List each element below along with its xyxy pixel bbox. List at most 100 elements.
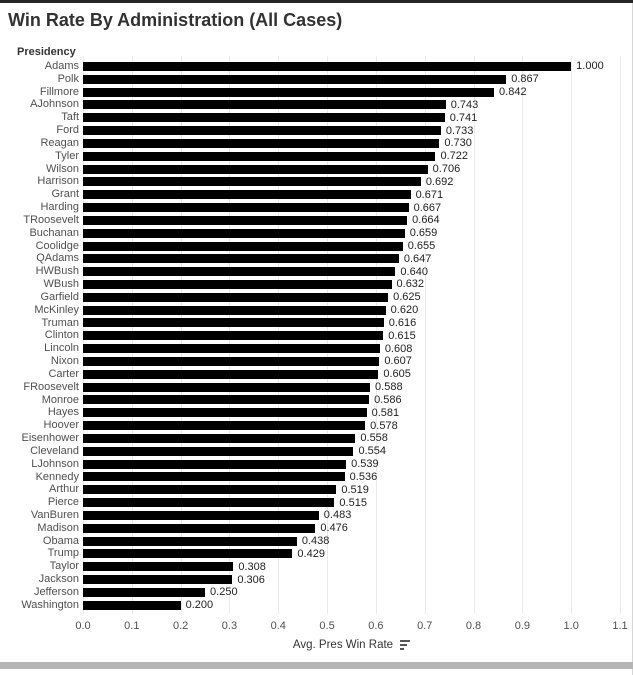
category-label: Tyler <box>55 149 79 162</box>
category-label: Truman <box>41 316 80 329</box>
category-label: Obama <box>42 534 79 547</box>
bar[interactable] <box>83 151 436 161</box>
bar[interactable] <box>83 472 345 482</box>
bar[interactable] <box>83 485 337 495</box>
value-label: 0.483 <box>323 509 352 522</box>
bar[interactable] <box>83 459 347 469</box>
bar[interactable] <box>83 138 440 148</box>
bar[interactable] <box>83 549 293 559</box>
bar-cell: 0.667 <box>83 201 620 214</box>
bar[interactable] <box>83 433 356 443</box>
bar[interactable] <box>83 126 441 136</box>
bar-row: Wilson 0.706 <box>0 163 620 176</box>
category-label: Kennedy <box>35 470 79 483</box>
category-label: Hoover <box>43 419 79 432</box>
bar[interactable] <box>83 344 380 354</box>
bar[interactable] <box>83 356 380 366</box>
bar-cell: 0.647 <box>83 252 620 265</box>
category-label: Clinton <box>44 329 79 342</box>
bar-row: Cleveland 0.554 <box>0 445 620 458</box>
bar-cell: 0.625 <box>83 291 620 304</box>
bar[interactable] <box>83 331 384 341</box>
sort-descending-icon[interactable] <box>400 639 411 651</box>
bar[interactable] <box>83 292 389 302</box>
gridline <box>424 56 426 614</box>
bar[interactable] <box>83 164 428 174</box>
bar[interactable] <box>83 241 403 251</box>
bar-row: Coolidge 0.655 <box>0 240 620 253</box>
bar[interactable] <box>83 600 181 610</box>
value-label: 0.867 <box>511 73 539 86</box>
bar[interactable] <box>83 87 495 97</box>
bar[interactable] <box>83 228 405 238</box>
value-label: 0.250 <box>210 586 238 599</box>
bar-rows: Adams 1.000 Polk 0.867 Fillmore 0.842 AJohnson… <box>0 60 620 612</box>
bar[interactable] <box>83 113 445 123</box>
bar-row: TRoosevelt 0.664 <box>0 214 620 227</box>
bar-cell: 0.733 <box>83 124 620 137</box>
bar[interactable] <box>83 254 399 264</box>
bar[interactable] <box>83 203 409 213</box>
bar[interactable] <box>83 318 384 328</box>
bar-row: AJohnson 0.743 <box>0 98 620 111</box>
bar[interactable] <box>83 523 316 533</box>
bar[interactable] <box>83 587 206 597</box>
bar[interactable] <box>83 74 507 84</box>
bar-row: Hayes 0.581 <box>0 406 620 419</box>
bar[interactable] <box>83 305 386 315</box>
x-tick-label: 0.5 <box>319 619 335 632</box>
bar[interactable] <box>83 421 366 431</box>
x-tick-label: 0.4 <box>270 619 286 632</box>
bar-cell: 0.554 <box>83 445 620 458</box>
bar[interactable] <box>83 215 408 225</box>
category-label: FRoosevelt <box>23 380 79 393</box>
bar-row: FRoosevelt 0.588 <box>0 381 620 394</box>
value-label: 0.306 <box>237 573 265 586</box>
bar-chart: Adams 1.000 Polk 0.867 Fillmore 0.842 AJohnson… <box>0 56 628 651</box>
value-label: 0.308 <box>238 560 266 573</box>
x-axis-title-label: Avg. Pres Win Rate <box>292 638 394 651</box>
x-tick-label: 0.0 <box>75 619 91 632</box>
bar-cell: 0.655 <box>83 240 620 253</box>
x-tick-label: 0.3 <box>221 619 238 632</box>
bar[interactable] <box>83 575 233 585</box>
bar-row: Fillmore 0.842 <box>0 86 620 99</box>
bar-row: WBush 0.632 <box>0 278 620 291</box>
bar[interactable] <box>83 562 234 572</box>
bar-row: Truman 0.616 <box>0 317 620 330</box>
bar-cell: 0.476 <box>83 522 620 535</box>
bar-row: Kennedy 0.536 <box>0 471 620 484</box>
category-label: Monroe <box>41 393 79 406</box>
x-tick-label: 0.9 <box>514 619 531 632</box>
bar-row: Jackson 0.306 <box>0 573 620 586</box>
bar[interactable] <box>83 267 396 277</box>
bar[interactable] <box>83 382 371 392</box>
bar[interactable] <box>83 536 297 546</box>
bar[interactable] <box>83 177 421 187</box>
value-label: 0.515 <box>339 496 367 509</box>
bar[interactable] <box>83 279 392 289</box>
bar[interactable] <box>83 408 367 418</box>
bar-row: Monroe 0.586 <box>0 394 620 407</box>
bar[interactable] <box>83 510 319 520</box>
bar[interactable] <box>83 446 354 456</box>
bar[interactable] <box>83 498 335 508</box>
category-label: Hayes <box>47 406 79 419</box>
bar[interactable] <box>83 395 370 405</box>
bar[interactable] <box>83 61 572 71</box>
value-label: 0.558 <box>360 432 388 445</box>
value-label: 0.743 <box>450 98 479 111</box>
bar[interactable] <box>83 100 446 110</box>
horizontal-scrollbar[interactable] <box>0 662 633 669</box>
bar-cell: 0.607 <box>83 355 620 368</box>
bar[interactable] <box>83 369 379 379</box>
category-label: Buchanan <box>29 226 79 239</box>
category-label: Washington <box>21 598 79 611</box>
bar-row: Grant 0.671 <box>0 188 620 201</box>
bar-row: Arthur 0.519 <box>0 483 620 496</box>
bar[interactable] <box>83 190 411 200</box>
gridline <box>473 56 475 614</box>
bar-cell: 0.867 <box>83 73 620 86</box>
category-label: Madison <box>37 521 79 534</box>
bar-row: Carter 0.605 <box>0 368 620 381</box>
